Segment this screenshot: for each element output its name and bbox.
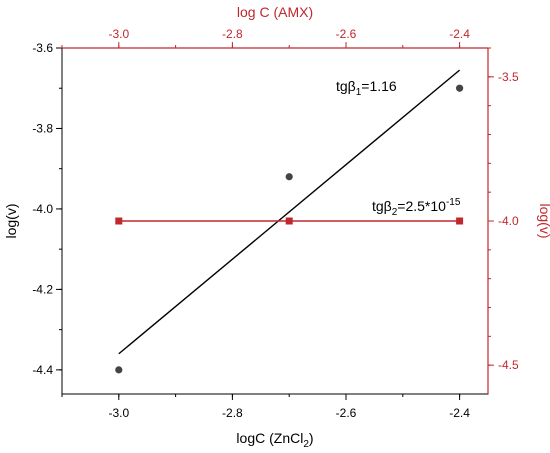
series-layer (115, 69, 464, 374)
data-point-series-1 (285, 173, 293, 181)
y2-tick-label: -4.0 (498, 214, 519, 228)
y2-axis-title: log(v) (537, 203, 550, 238)
y-axis-title: log(v) (3, 203, 19, 238)
x-tick-label: -2.8 (222, 406, 243, 420)
fit-line-series-1 (118, 69, 461, 355)
data-point-series-1 (456, 84, 464, 92)
slope-annotation-2: tgβ2=2.5*10-15 (372, 197, 461, 218)
x2-tick-label: -3.0 (108, 27, 129, 41)
x2-axis-title: log C (AMX) (237, 4, 313, 20)
x-tick-label: -2.4 (449, 406, 470, 420)
y2-tick-label: -3.5 (498, 70, 519, 84)
y-tick-label: -4.0 (32, 202, 53, 216)
y2-tick-label: -4.5 (498, 358, 519, 372)
y-tick-label: -4.4 (32, 363, 53, 377)
data-point-series-2 (285, 217, 293, 225)
x2-tick-label: -2.8 (222, 27, 243, 41)
axes: -3.0 -2.8 -2.6 -2.4 -3.6 -3.8 -4.0 -4.2 -4.4 -3.0… (32, 27, 519, 420)
x-tick-label: -2.6 (336, 406, 357, 420)
data-point-series-1 (115, 366, 123, 374)
data-point-series-2 (456, 217, 464, 225)
x-axis-title: logC (ZnCl2) (236, 430, 313, 450)
y-tick-label: -4.2 (32, 282, 53, 296)
y-tick-label: -3.8 (32, 121, 53, 135)
x-tick-label: -3.0 (108, 406, 129, 420)
x2-tick-label: -2.6 (336, 27, 357, 41)
slope-annotation-1: tgβ1=1.16 (336, 78, 397, 98)
y-tick-label: -3.6 (32, 41, 53, 55)
x2-tick-label: -2.4 (449, 27, 470, 41)
data-point-series-2 (115, 217, 123, 225)
